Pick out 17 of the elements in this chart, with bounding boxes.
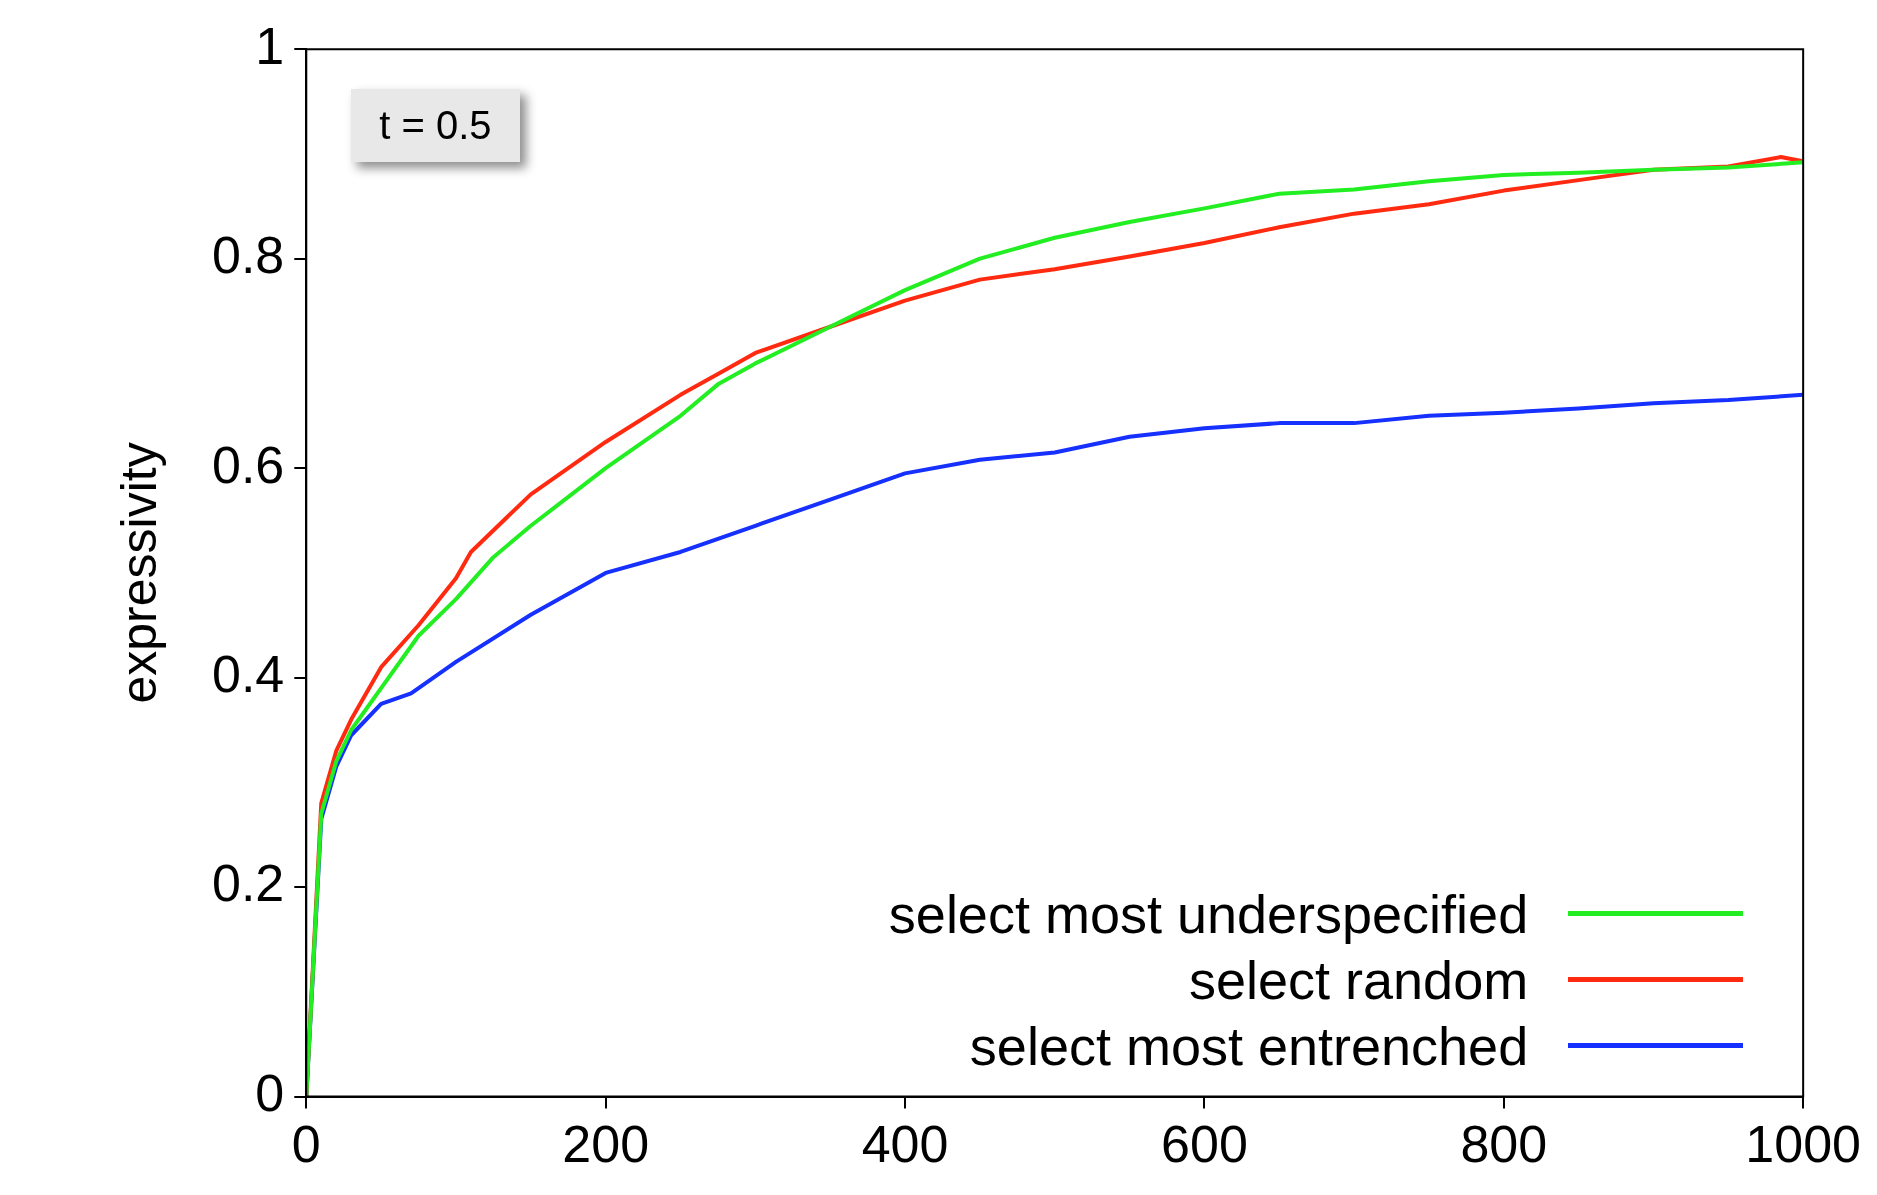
y-tick-label: 0 — [255, 1063, 285, 1122]
legend-label: select most entrenched — [969, 1014, 1529, 1077]
y-tick-label: 1 — [255, 16, 285, 75]
x-tick-label: 600 — [1161, 1115, 1248, 1174]
x-tick-label: 200 — [562, 1115, 650, 1174]
x-tick-label: 400 — [861, 1115, 949, 1174]
y-axis-title: expressivity — [110, 442, 167, 704]
y-tick-label: 0.2 — [211, 854, 285, 913]
x-tick-label: 800 — [1460, 1115, 1548, 1174]
y-tick-label: 0.4 — [211, 644, 285, 703]
y-tick-label: 0.6 — [211, 435, 285, 494]
y-tick-label: 0.8 — [211, 226, 285, 285]
x-tick-label: 1000 — [1745, 1115, 1861, 1174]
annotation: t = 0.5 — [351, 89, 520, 163]
legend-label: select most underspecified — [888, 882, 1529, 945]
legend-label: select random — [1189, 948, 1529, 1011]
x-tick-label: 0 — [291, 1115, 321, 1174]
